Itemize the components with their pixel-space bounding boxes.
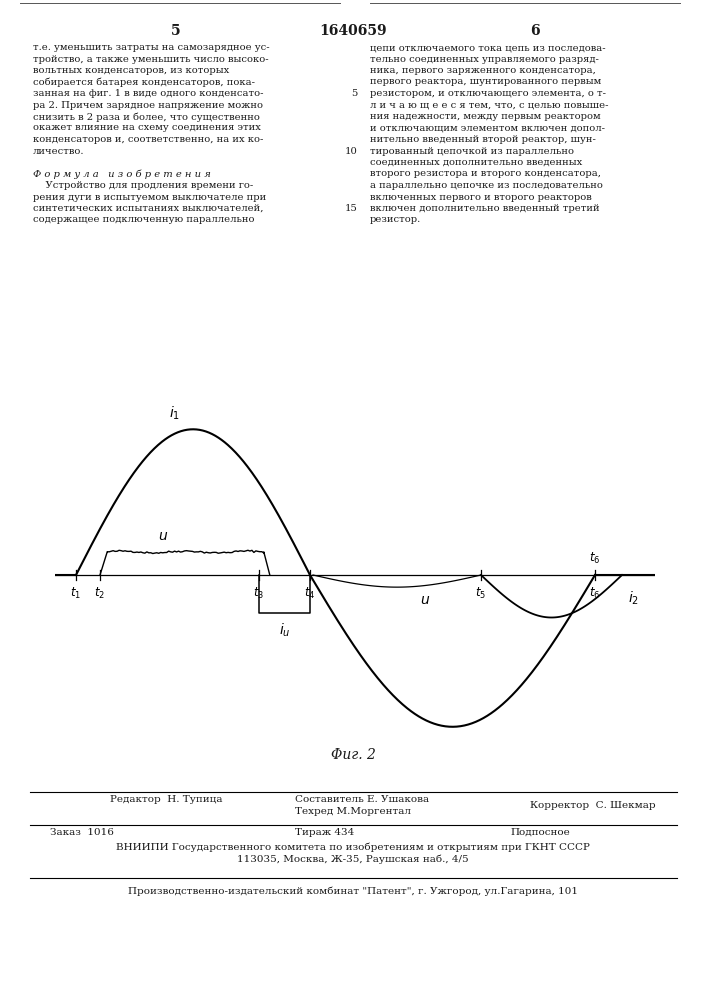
Text: ника, первого заряженного конденсатора,: ника, первого заряженного конденсатора, <box>370 66 596 75</box>
Text: $i_2$: $i_2$ <box>628 589 639 607</box>
Text: л и ч а ю щ е е с я тем, что, с целью повыше-: л и ч а ю щ е е с я тем, что, с целью по… <box>370 101 609 109</box>
Text: Техред М.Моргентал: Техред М.Моргентал <box>295 807 411 816</box>
Text: 15: 15 <box>345 204 358 213</box>
Text: содержащее подключенную параллельно: содержащее подключенную параллельно <box>33 216 255 225</box>
Text: личество.: личество. <box>33 146 85 155</box>
Text: $t_3$: $t_3$ <box>253 586 264 601</box>
Text: $t_6$: $t_6$ <box>590 551 601 566</box>
Text: тельно соединенных управляемого разряд-: тельно соединенных управляемого разряд- <box>370 54 599 64</box>
Text: 10: 10 <box>345 146 358 155</box>
Text: синтетических испытаниях выключателей,: синтетических испытаниях выключателей, <box>33 204 264 213</box>
Text: 5: 5 <box>351 89 358 98</box>
Text: 1640659: 1640659 <box>319 24 387 38</box>
Text: резистор.: резистор. <box>370 216 421 225</box>
Text: $i_1$: $i_1$ <box>169 405 180 422</box>
Text: рения дуги в испытуемом выключателе при: рения дуги в испытуемом выключателе при <box>33 192 267 202</box>
Text: резистором, и отключающего элемента, о т-: резистором, и отключающего элемента, о т… <box>370 89 606 98</box>
Text: $t_1$: $t_1$ <box>71 586 81 601</box>
Text: 6: 6 <box>530 24 540 38</box>
Text: 5: 5 <box>171 24 181 38</box>
Text: включенных первого и второго реакторов: включенных первого и второго реакторов <box>370 192 592 202</box>
Text: Тираж 434: Тираж 434 <box>295 828 354 837</box>
Text: вольтных конденсаторов, из которых: вольтных конденсаторов, из которых <box>33 66 229 75</box>
Text: Составитель Е. Ушакова: Составитель Е. Ушакова <box>295 795 429 804</box>
Text: Производственно-издательский комбинат "Патент", г. Ужгород, ул.Гагарина, 101: Производственно-издательский комбинат "П… <box>128 886 578 896</box>
Text: $u$: $u$ <box>421 593 431 607</box>
Text: конденсаторов и, соответственно, на их ко-: конденсаторов и, соответственно, на их к… <box>33 135 264 144</box>
Text: снизить в 2 раза и более, что существенно: снизить в 2 раза и более, что существенн… <box>33 112 260 121</box>
Text: соединенных дополнительно введенных: соединенных дополнительно введенных <box>370 158 583 167</box>
Text: занная на фиг. 1 в виде одного конденсато-: занная на фиг. 1 в виде одного конденсат… <box>33 89 264 98</box>
Text: ния надежности, между первым реактором: ния надежности, между первым реактором <box>370 112 601 121</box>
Text: тройство, а также уменьшить число высоко-: тройство, а также уменьшить число высоко… <box>33 54 269 64</box>
Text: $t_5$: $t_5$ <box>475 586 486 601</box>
Text: Редактор  Н. Тупица: Редактор Н. Тупица <box>110 795 223 804</box>
Text: второго резистора и второго конденсатора,: второго резистора и второго конденсатора… <box>370 169 601 178</box>
Text: $i_u$: $i_u$ <box>279 622 291 639</box>
Text: окажет влияние на схему соединения этих: окажет влияние на схему соединения этих <box>33 123 261 132</box>
Text: Φиг. 2: Φиг. 2 <box>331 748 375 762</box>
Text: Ф о р м у л а   и з о б р е т е н и я: Ф о р м у л а и з о б р е т е н и я <box>33 169 211 179</box>
Text: собирается батарея конденсаторов, пока-: собирается батарея конденсаторов, пока- <box>33 78 255 87</box>
Text: и отключающим элементом включен допол-: и отключающим элементом включен допол- <box>370 123 605 132</box>
Text: т.е. уменьшить затраты на самозарядное ус-: т.е. уменьшить затраты на самозарядное у… <box>33 43 269 52</box>
Text: Устройство для продления времени го-: Устройство для продления времени го- <box>33 181 253 190</box>
Text: Корректор  С. Шекмар: Корректор С. Шекмар <box>530 801 655 810</box>
Text: ВНИИПИ Государственного комитета по изобретениям и открытиям при ГКНТ СССР: ВНИИПИ Государственного комитета по изоб… <box>116 842 590 852</box>
Text: нительно введенный второй реактор, шун-: нительно введенный второй реактор, шун- <box>370 135 596 144</box>
Text: Подпосное: Подпосное <box>510 828 570 837</box>
Text: $t_2$: $t_2$ <box>95 586 105 601</box>
Text: а параллельно цепочке из последовательно: а параллельно цепочке из последовательно <box>370 181 603 190</box>
Text: цепи отключаемого тока цепь из последова-: цепи отключаемого тока цепь из последова… <box>370 43 606 52</box>
Text: $u$: $u$ <box>158 529 168 543</box>
Text: включен дополнительно введенный третий: включен дополнительно введенный третий <box>370 204 600 213</box>
Text: тированный цепочкой из параллельно: тированный цепочкой из параллельно <box>370 146 574 155</box>
Text: 113035, Москва, Ж-35, Раушская наб., 4/5: 113035, Москва, Ж-35, Раушская наб., 4/5 <box>237 854 469 863</box>
Text: первого реактора, шунтированного первым: первого реактора, шунтированного первым <box>370 78 601 87</box>
Text: ра 2. Причем зарядное напряжение можно: ра 2. Причем зарядное напряжение можно <box>33 101 263 109</box>
Text: Заказ  1016: Заказ 1016 <box>50 828 114 837</box>
Text: $t_6$: $t_6$ <box>590 586 601 601</box>
Text: $t_4$: $t_4$ <box>304 586 316 601</box>
